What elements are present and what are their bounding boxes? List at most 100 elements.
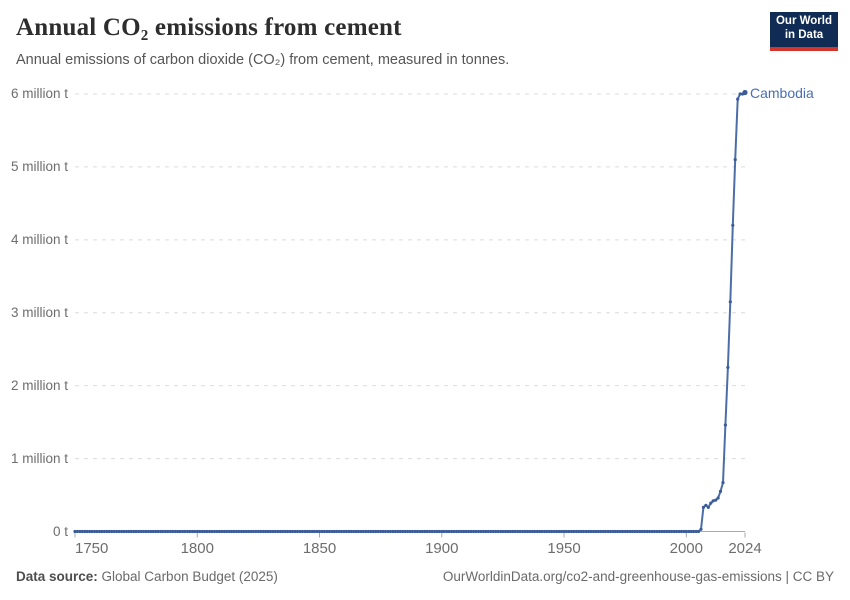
data-point (657, 529, 662, 534)
data-point (674, 529, 679, 534)
data-source-note: Data source: Global Carbon Budget (2025) (16, 569, 278, 584)
data-point (176, 529, 180, 534)
data-point (205, 529, 209, 534)
data-point (259, 529, 263, 534)
data-point (185, 529, 190, 534)
data-point (359, 529, 363, 534)
data-point (88, 529, 92, 534)
data-point (611, 529, 615, 534)
data-point (247, 529, 251, 534)
data-point (146, 529, 150, 534)
data-point (530, 529, 534, 534)
data-point (640, 529, 644, 534)
data-point (361, 529, 366, 534)
data-point (623, 529, 627, 534)
data-point (156, 529, 160, 534)
data-point (626, 529, 630, 534)
data-point (369, 529, 373, 534)
x-axis-tick-label: 1900 (425, 540, 459, 557)
data-point (533, 529, 537, 534)
data-point (618, 529, 622, 534)
data-point (716, 496, 720, 500)
data-point (366, 529, 370, 534)
data-point (105, 529, 109, 534)
data-point (320, 529, 324, 534)
data-point (511, 529, 515, 534)
data-point (489, 529, 493, 534)
data-point (376, 529, 380, 534)
data-point (699, 527, 703, 531)
data-point (168, 529, 172, 534)
data-point (682, 529, 686, 534)
data-point (332, 529, 336, 534)
data-point (474, 529, 478, 534)
data-point (117, 529, 121, 534)
data-point (281, 529, 285, 534)
data-point (330, 529, 334, 534)
data-point (391, 529, 395, 534)
owid-logo-line2: in Data (784, 28, 824, 41)
series-label-cambodia: Cambodia (750, 84, 814, 101)
data-point (684, 529, 688, 534)
data-point (696, 529, 701, 534)
data-point (481, 529, 485, 534)
data-point (496, 529, 500, 534)
data-point (398, 529, 402, 534)
data-point (550, 529, 554, 534)
data-point (83, 529, 87, 534)
data-point (261, 529, 265, 534)
data-point (73, 529, 77, 534)
data-point (239, 529, 243, 534)
data-point (520, 529, 525, 534)
data-point (579, 529, 583, 534)
data-point (518, 529, 522, 534)
data-point (652, 529, 657, 534)
data-point (528, 529, 532, 534)
data-point (423, 529, 427, 534)
data-point (665, 529, 669, 534)
data-point (406, 529, 410, 534)
data-point (535, 529, 539, 534)
data-point (139, 529, 143, 534)
chart-subtitle: Annual emissions of carbon dioxide (CO₂)… (16, 52, 510, 68)
data-point (635, 529, 640, 534)
data-point (393, 529, 397, 534)
data-point (396, 529, 400, 534)
owid-url-license-link[interactable]: OurWorldinData.org/co2-and-greenhouse-ga… (442, 569, 834, 584)
data-point (198, 529, 202, 534)
data-point (525, 529, 530, 534)
data-point (124, 529, 128, 534)
data-point (413, 529, 417, 534)
data-point (435, 529, 439, 534)
data-point (692, 529, 696, 534)
owid-logo[interactable]: Our World in Data (770, 12, 838, 51)
data-point (540, 529, 544, 534)
data-point (701, 505, 706, 509)
data-point (95, 529, 99, 534)
data-point (132, 529, 136, 534)
y-axis-tick-label: 3 million t (10, 304, 68, 320)
data-point (300, 529, 304, 534)
data-point (251, 529, 256, 534)
y-axis-tick-label: 1 million t (10, 450, 68, 466)
data-point (127, 529, 131, 534)
data-point (447, 529, 451, 534)
data-point (728, 300, 732, 304)
data-point (203, 529, 207, 534)
owid-logo-line1: Our World (775, 15, 832, 27)
data-point (249, 529, 253, 534)
data-point (337, 529, 341, 534)
data-point (564, 529, 569, 534)
data-point (538, 529, 542, 534)
data-point (655, 529, 659, 534)
data-point (486, 529, 490, 534)
data-point (638, 529, 642, 534)
data-point (215, 529, 219, 534)
data-point (472, 529, 476, 534)
data-point (410, 529, 414, 534)
data-point (149, 529, 153, 534)
data-point (93, 529, 97, 534)
data-point (457, 529, 461, 534)
data-point (628, 529, 632, 534)
